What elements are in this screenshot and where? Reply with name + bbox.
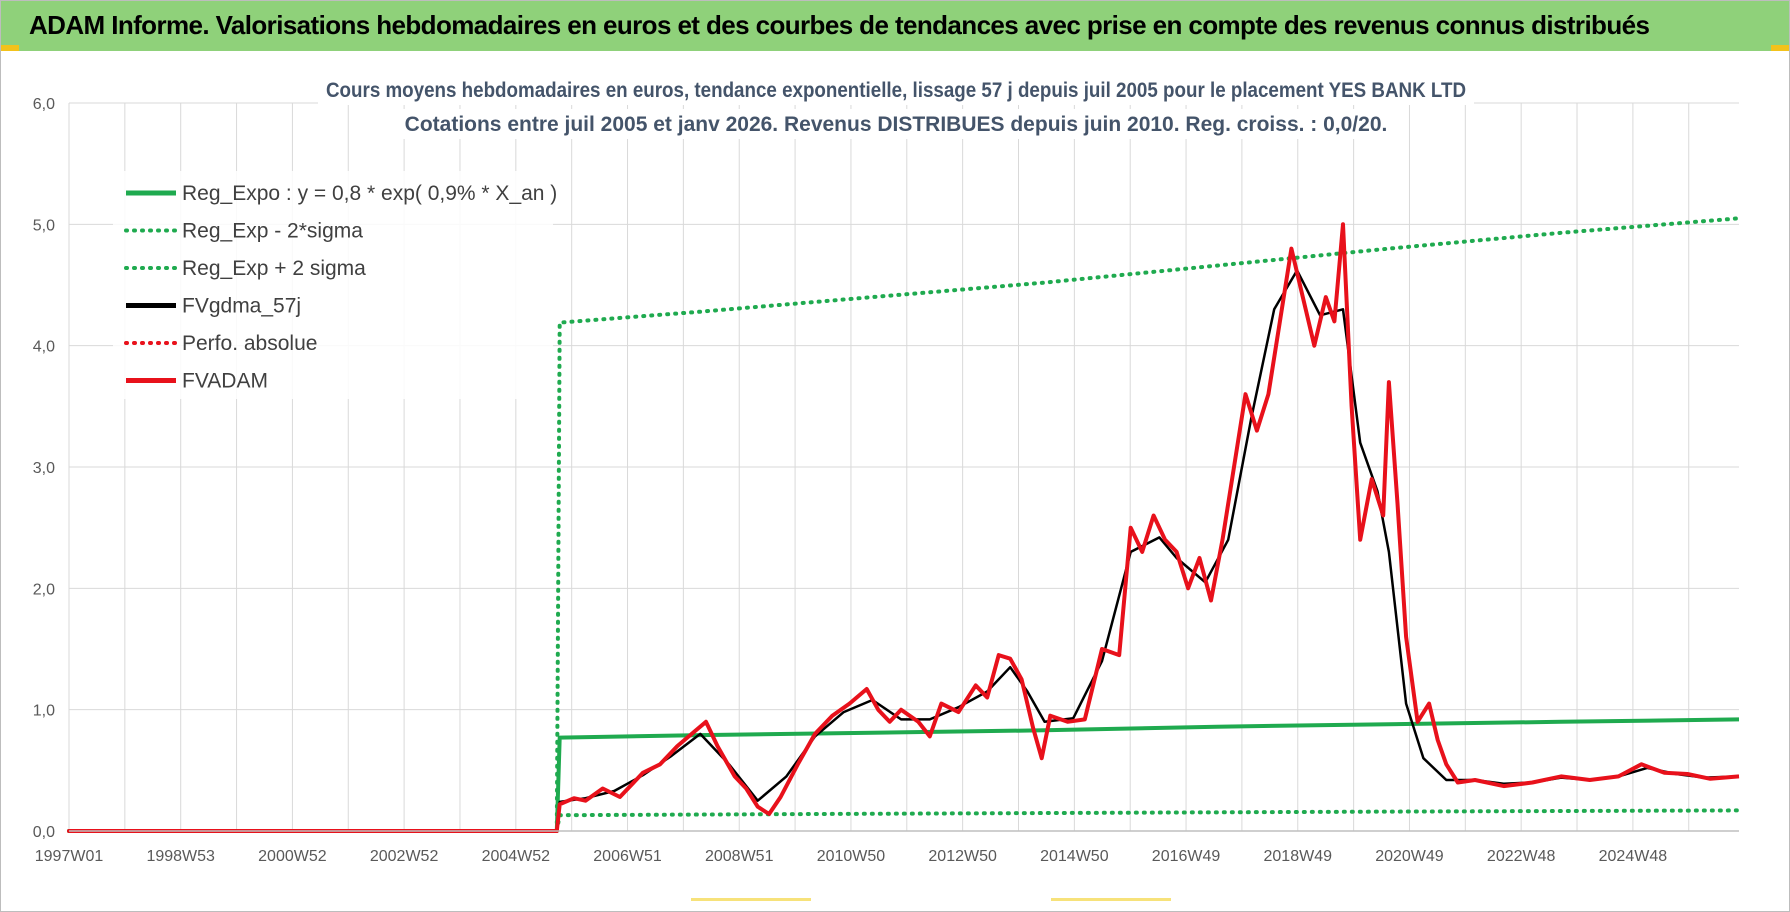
legend-label: FVADAM — [182, 370, 268, 393]
x-tick-label: 2016W49 — [1152, 848, 1221, 865]
y-tick-label: 4,0 — [33, 339, 55, 356]
x-tick-label: 2024W48 — [1599, 848, 1668, 865]
chart-title-bg — [318, 75, 1474, 105]
x-tick-label: 2008W51 — [705, 848, 774, 865]
x-tick-label: 2022W48 — [1487, 848, 1556, 865]
x-tick-label: 2020W49 — [1375, 848, 1444, 865]
x-tick-label: 2010W50 — [817, 848, 886, 865]
x-tick-label: 2000W52 — [258, 848, 327, 865]
chart-title-bg — [396, 109, 1396, 139]
series-line-5 — [69, 222, 1740, 833]
corner-marker — [1, 45, 19, 51]
x-tick-label: 2018W49 — [1264, 848, 1333, 865]
y-tick-label: 6,0 — [33, 96, 55, 113]
x-tick-label: 1997W01 — [35, 848, 104, 865]
y-tick-label: 5,0 — [33, 217, 55, 234]
x-tick-label: 2002W52 — [370, 848, 439, 865]
y-tick-label: 1,0 — [33, 703, 55, 720]
y-tick-label: 0,0 — [33, 824, 55, 841]
y-tick-label: 3,0 — [33, 460, 55, 477]
legend-label: FVgdma_57j — [182, 295, 301, 318]
x-tick-label: 2014W50 — [1040, 848, 1109, 865]
legend-bg — [113, 171, 553, 399]
chart-title-line: Cours moyens hebdomadaires en euros, ten… — [326, 79, 1466, 102]
header-bar: ADAM Informe. Valorisations hebdomadaire… — [1, 1, 1789, 51]
x-tick-label: 2006W51 — [593, 848, 662, 865]
bottom-marker — [1051, 898, 1171, 901]
y-tick-label: 2,0 — [33, 581, 55, 598]
corner-marker — [1771, 45, 1789, 51]
x-tick-label: 2004W52 — [482, 848, 551, 865]
legend-label: Reg_Exp + 2 sigma — [182, 257, 366, 280]
series-line-1 — [67, 808, 1741, 833]
x-tick-label: 2012W50 — [928, 848, 997, 865]
legend-label: Reg_Exp - 2*sigma — [182, 220, 363, 243]
legend-label: Reg_Expo : y = 0,8 * exp( 0,9% * X_an ) — [182, 182, 557, 205]
chart-title-block: Cours moyens hebdomadaires en euros, ten… — [318, 75, 1474, 139]
page-title: ADAM Informe. Valorisations hebdomadaire… — [29, 10, 1650, 40]
legend: Reg_Expo : y = 0,8 * exp( 0,9% * X_an ) R… — [113, 171, 557, 399]
legend-label: Perfo. absolue — [182, 332, 317, 355]
x-tick-label: 1998W53 — [146, 848, 215, 865]
bottom-marker — [691, 898, 811, 901]
chart-title-line: Cotations entre juil 2005 et janv 2026. … — [405, 113, 1388, 136]
axis-layer: 0,0 1,0 2,0 3,0 4,0 5,0 6,0 1997W01 1998W53 2000W… — [33, 96, 1739, 865]
series-line-2 — [67, 216, 1741, 833]
